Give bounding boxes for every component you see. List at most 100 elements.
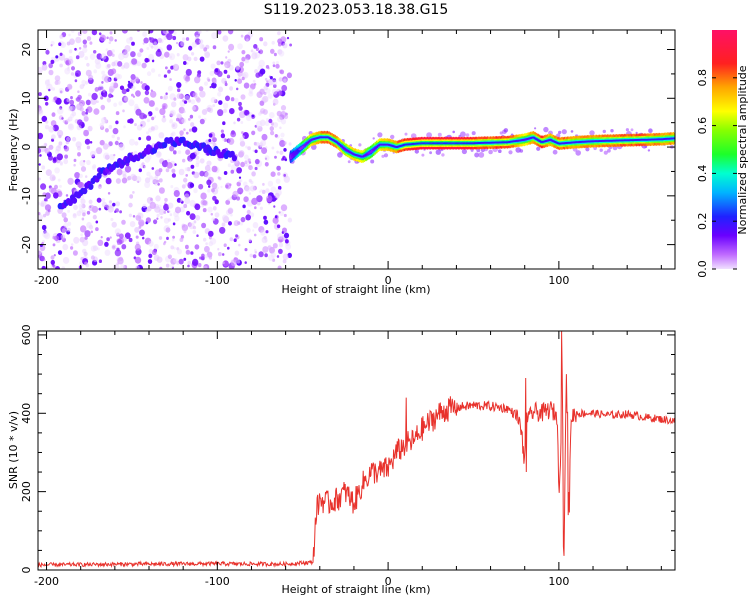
noise-speckle [163, 210, 167, 214]
noise-speckle [237, 187, 244, 195]
noise-speckle [103, 152, 110, 160]
noise-speckle [188, 45, 193, 51]
noise-speckle [267, 245, 272, 250]
noise-speckle [164, 51, 170, 58]
noise-speckle [86, 221, 92, 229]
noise-speckle [76, 96, 81, 102]
early-ridge [57, 136, 237, 210]
noise-speckle [134, 76, 139, 82]
noise-speckle [177, 88, 181, 93]
noise-speckle [199, 90, 206, 98]
noise-speckle [182, 37, 185, 41]
noise-speckle [153, 219, 158, 225]
ridge-halo-cell [648, 128, 653, 133]
noise-speckle [265, 230, 269, 234]
noise-speckle [240, 121, 244, 124]
chart-title: S119.2023.053.18.38.G15 [264, 2, 449, 18]
noise-speckle [199, 118, 205, 125]
noise-speckle [240, 216, 246, 223]
noise-speckle [123, 96, 129, 102]
noise-speckle [217, 92, 222, 97]
noise-speckle [191, 126, 198, 133]
noise-speckle [116, 168, 123, 176]
noise-speckle [43, 95, 49, 102]
noise-speckle [48, 69, 54, 76]
noise-speckle [278, 211, 281, 214]
noise-speckle [254, 69, 258, 74]
noise-speckle [185, 37, 190, 41]
noise-speckle [201, 204, 204, 208]
ridge-cell [671, 137, 675, 140]
noise-speckle [283, 175, 290, 183]
noise-speckle [167, 69, 171, 74]
noise-speckle [138, 225, 142, 229]
noise-speckle [213, 142, 217, 147]
noise-speckle [271, 40, 275, 45]
noise-speckle [73, 163, 76, 167]
noise-speckle [150, 90, 157, 98]
ridge-halo-cell [461, 148, 467, 155]
noise-speckle [235, 234, 239, 238]
noise-speckle [197, 263, 202, 268]
noise-speckle [58, 87, 64, 94]
noise-speckle [270, 252, 276, 258]
ridge-halo-cell [570, 130, 574, 133]
noise-speckle [210, 238, 217, 245]
noise-speckle [134, 243, 141, 251]
noise-speckle [256, 91, 263, 98]
noise-speckle [93, 50, 97, 54]
noise-speckle [75, 141, 82, 148]
y-tick-label: 0 [20, 144, 33, 151]
noise-speckle [171, 101, 177, 108]
noise-speckle [67, 123, 75, 131]
noise-speckle [123, 125, 126, 129]
noise-speckle [274, 155, 277, 159]
noise-speckle [44, 124, 50, 130]
noise-speckle [167, 254, 172, 260]
noise-speckle [128, 202, 133, 208]
noise-speckle [158, 178, 163, 183]
noise-speckle [59, 52, 63, 56]
noise-speckle [242, 204, 246, 209]
noise-speckle [230, 169, 235, 174]
noise-speckle [283, 213, 287, 218]
noise-speckle [227, 137, 235, 145]
noise-speckle [107, 192, 111, 195]
noise-speckle [110, 217, 114, 222]
noise-speckle [185, 68, 192, 76]
noise-speckle [91, 165, 96, 170]
noise-speckle [158, 73, 161, 77]
snr-plot-area [38, 331, 675, 569]
noise-speckle [172, 235, 176, 239]
noise-speckle [263, 219, 269, 225]
x-tick-label: 100 [548, 575, 569, 588]
noise-speckle [38, 249, 42, 255]
noise-speckle [254, 248, 257, 252]
noise-speckle [221, 222, 226, 227]
noise-speckle [250, 180, 254, 185]
noise-speckle [38, 66, 43, 74]
noise-speckle [227, 74, 230, 78]
noise-speckle [279, 69, 285, 75]
noise-speckle [279, 150, 284, 155]
early-ridge-cell [71, 197, 78, 204]
noise-speckle [267, 93, 273, 99]
noise-speckle [183, 110, 186, 114]
noise-speckle [170, 132, 174, 137]
noise-speckle [189, 199, 196, 207]
noise-speckle [191, 52, 195, 56]
noise-speckle [236, 87, 239, 91]
noise-speckle [156, 179, 160, 183]
noise-speckle [55, 55, 59, 59]
noise-speckle [114, 249, 122, 257]
noise-speckle [130, 173, 137, 181]
noise-speckle [282, 42, 288, 49]
noise-speckle [173, 190, 180, 197]
noise-speckle [195, 159, 200, 165]
noise-speckle [145, 217, 151, 224]
noise-speckle [187, 260, 191, 265]
noise-speckle [278, 77, 283, 82]
ridge-halo-cell [478, 152, 485, 158]
noise-speckle [64, 154, 68, 159]
noise-speckle [248, 192, 252, 195]
